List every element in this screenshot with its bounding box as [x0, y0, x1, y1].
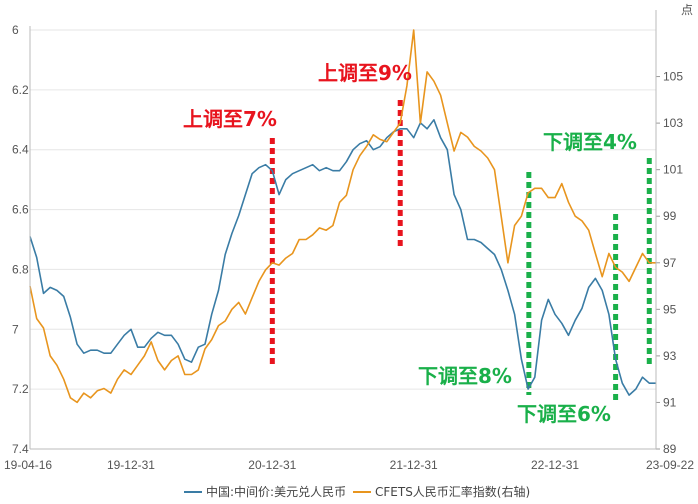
left-tick-label: 6.4	[12, 143, 29, 157]
right-tick-label: 91	[663, 395, 677, 409]
left-tick-label: 6.8	[12, 262, 29, 276]
series-line-0	[29, 119, 656, 396]
x-tick-label: 23-09-22	[646, 458, 694, 472]
right-tick-label: 89	[663, 442, 677, 456]
legend-label-usdcny: 中国:中间价:美元兑人民币	[206, 484, 346, 499]
right-tick-label: 103	[663, 116, 683, 130]
x-tick-label: 22-12-31	[531, 458, 579, 472]
left-tick-label: 7	[12, 322, 19, 336]
x-tick-label: 19-12-31	[107, 458, 155, 472]
annotation-label: 上调至7%	[183, 107, 277, 131]
right-axis-unit-label: 点	[681, 3, 693, 17]
right-tick-label: 93	[663, 349, 677, 363]
left-tick-label: 6.6	[12, 203, 29, 217]
left-tick-label: 7.4	[12, 442, 29, 456]
legend-label-cfets: CFETS人民币汇率指数(右轴)	[375, 484, 530, 499]
annotation-label: 下调至8%	[418, 364, 512, 388]
annotation-labels: 上调至7% 上调至9% 下调至8%下调至6% 下调至4%	[183, 61, 637, 426]
right-tick-label: 95	[663, 302, 677, 316]
left-tick-label: 6	[12, 23, 19, 37]
right-tick-label: 105	[663, 70, 683, 84]
right-tick-label: 101	[663, 163, 683, 177]
chart-grid	[30, 29, 656, 450]
x-tick-label: 21-12-31	[390, 458, 438, 472]
right-tick-label: 99	[663, 209, 677, 223]
chart-axes: 6 6.2 6.4 6.6 6.8 7 7.2 7.4 89 91 93 95 97 99 101 103 10…	[4, 10, 694, 472]
right-tick-label: 97	[663, 256, 677, 270]
annotation-label: 下调至4%	[543, 130, 637, 154]
series-line-1	[29, 29, 656, 404]
chart-legend: 中国:中间价:美元兑人民币 CFETS人民币汇率指数(右轴)	[184, 484, 530, 499]
x-tick-label: 20-12-31	[248, 458, 296, 472]
left-tick-label: 7.2	[12, 382, 29, 396]
annotation-label: 下调至6%	[517, 402, 611, 426]
x-tick-label: 19-04-16	[4, 458, 52, 472]
left-tick-label: 6.2	[12, 83, 29, 97]
annotation-label: 上调至9%	[318, 61, 412, 85]
series-lines	[29, 29, 656, 404]
